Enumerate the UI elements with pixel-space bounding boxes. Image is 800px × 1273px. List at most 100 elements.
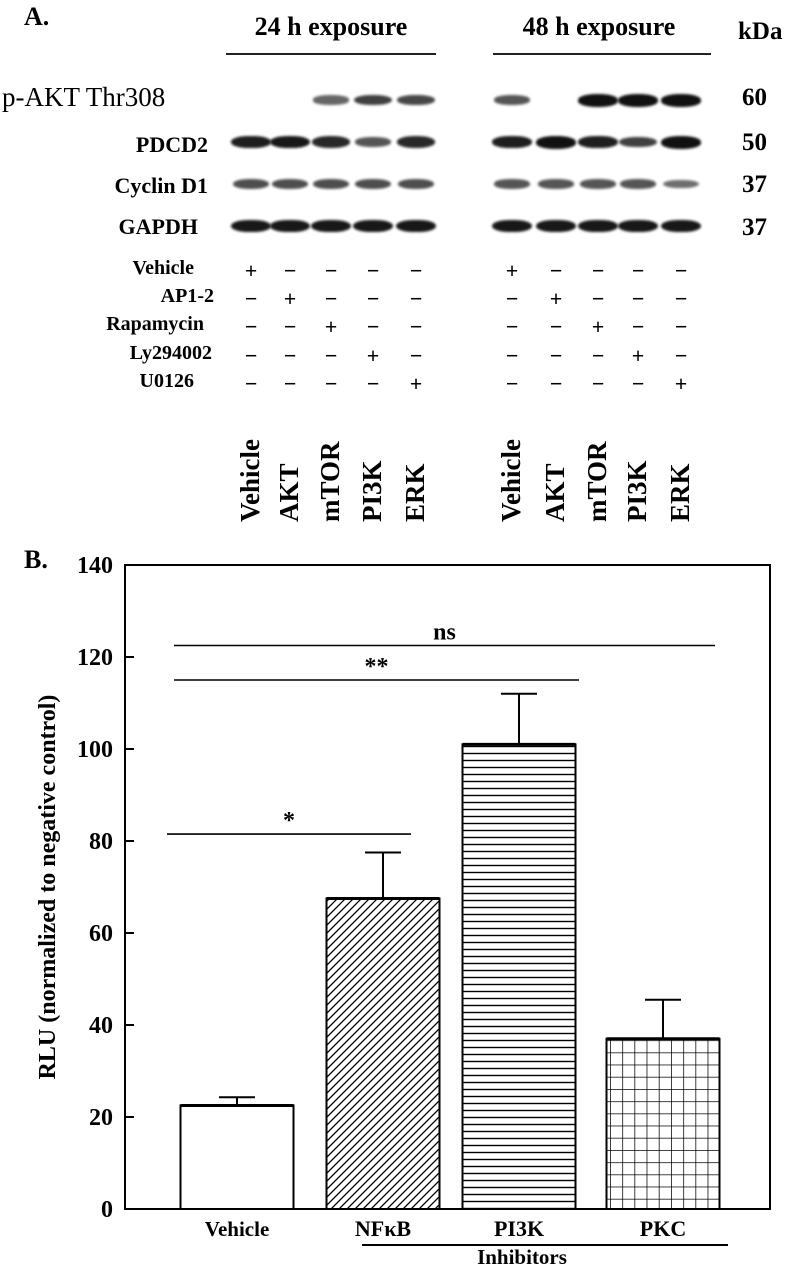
- y-tick-label-20: 20: [89, 1105, 113, 1131]
- header-48h: 48 h exposure: [522, 12, 676, 41]
- sign-rapamycin-lane-3: +: [324, 314, 338, 339]
- band-pdcd2-lane-8: [578, 135, 618, 149]
- bar-vehicle: [179, 1104, 295, 1210]
- lane-label-6: Vehicle: [496, 439, 526, 522]
- treatment-label-rapamycin: Rapamycin: [106, 313, 204, 335]
- sign-u0126-lane-6: −: [505, 371, 519, 396]
- sign-u0126-lane-2: −: [283, 371, 297, 396]
- lane-label-10: ERK: [665, 463, 695, 522]
- sign-vehicle-lane-8: −: [591, 258, 605, 283]
- sign-ap1-2-lane-3: −: [324, 286, 338, 311]
- band-gapdh-lane-2: [270, 219, 310, 233]
- bar-pkc: [605, 1037, 721, 1210]
- band-p-akt-thr308-lane-3: [313, 95, 349, 105]
- x-tick-label-2: NFκB: [355, 1216, 412, 1241]
- y-axis-label: RLU (normalized to negative control): [35, 695, 61, 1080]
- band-p-akt-thr308-lane-8: [578, 93, 618, 107]
- header-48h-line: [493, 53, 711, 55]
- band-cyclin-d1-lane-5: [397, 178, 435, 190]
- x-tick-label-4: PKC: [640, 1216, 686, 1241]
- treatment-label-ap1-2: AP1-2: [160, 285, 214, 307]
- x-tick-label-1: Vehicle: [205, 1217, 270, 1241]
- y-tick-label-40: 40: [89, 1013, 113, 1039]
- significance-label-2: **: [365, 654, 389, 680]
- sign-u0126-lane-5: +: [409, 371, 423, 396]
- band-gapdh-lane-9: [618, 219, 658, 233]
- treatment-label-ly294002: Ly294002: [129, 342, 212, 364]
- plot-frame: [124, 564, 771, 1210]
- lane-label-2: AKT: [274, 463, 304, 522]
- band-cyclin-d1-lane-8: [579, 179, 617, 189]
- sign-ly294002-lane-3: −: [324, 343, 338, 368]
- band-gapdh-lane-3: [311, 219, 351, 233]
- treatment-matrix: + − − − − + − − − − − + − − − − + − − − − − + − − − − + − − − − − + − − − − + −…: [0, 0, 800, 400]
- lane-label-1: Vehicle: [235, 439, 265, 522]
- band-pdcd2-lane-3: [311, 136, 351, 148]
- significance-label-1: *: [283, 808, 295, 834]
- sign-vehicle-lane-4: −: [366, 258, 380, 283]
- band-gapdh-lane-1: [231, 219, 271, 233]
- sign-u0126-lane-1: −: [244, 371, 258, 396]
- kda-pdcd2: 50: [742, 129, 767, 156]
- sign-ap1-2-lane-4: −: [366, 286, 380, 311]
- band-pdcd2-lane-2: [270, 135, 310, 149]
- lane-label-7: AKT: [540, 463, 570, 522]
- header-24h: 24 h exposure: [254, 12, 408, 41]
- x-tick-label-3: PI3K: [494, 1216, 544, 1241]
- row-label-gapdh: GAPDH: [118, 214, 198, 239]
- band-gapdh-lane-5: [396, 219, 436, 233]
- sign-u0126-lane-3: −: [324, 371, 338, 396]
- sign-vehicle-lane-9: −: [631, 258, 645, 283]
- sign-ap1-2-lane-7: +: [549, 286, 563, 311]
- band-gapdh-lane-6: [492, 219, 532, 233]
- sign-vehicle-lane-1: +: [244, 258, 258, 283]
- y-tick-label-140: 140: [77, 553, 113, 579]
- band-pdcd2-lane-7: [536, 135, 576, 149]
- y-tick-label-0: 0: [101, 1197, 113, 1223]
- band-gapdh-lane-10: [661, 219, 701, 233]
- sign-rapamycin-lane-4: −: [366, 314, 380, 339]
- lane-label-4: PI3K: [357, 460, 387, 522]
- band-p-akt-thr308-lane-6: [493, 95, 531, 105]
- band-cyclin-d1-lane-1: [232, 178, 270, 190]
- sign-rapamycin-lane-6: −: [505, 314, 519, 339]
- band-p-akt-thr308-lane-9: [618, 93, 658, 107]
- sign-ap1-2-lane-8: −: [591, 286, 605, 311]
- bar-nfκb: [325, 897, 441, 1210]
- western-blot: [0, 0, 800, 260]
- sign-ly294002-lane-6: −: [505, 343, 519, 368]
- row-label-cyclin-d1: Cyclin D1: [114, 173, 209, 198]
- header-24h-line: [226, 53, 436, 55]
- band-p-akt-thr308-lane-4: [354, 94, 392, 106]
- kda-header: kDa: [738, 18, 783, 45]
- band-cyclin-d1-lane-7: [537, 179, 575, 189]
- band-pdcd2-lane-10: [661, 135, 701, 149]
- treatment-label-u0126: U0126: [139, 370, 194, 392]
- band-cyclin-d1-lane-4: [354, 178, 392, 190]
- sign-rapamycin-lane-10: −: [674, 314, 688, 339]
- lane-label-9: PI3K: [622, 460, 652, 522]
- sign-ly294002-lane-2: −: [283, 343, 297, 368]
- sign-ly294002-lane-7: −: [549, 343, 563, 368]
- lane-labels: Vehicle AKT mTOR PI3K ERK Vehicle AKT mTOR PI3K E…: [0, 0, 800, 530]
- treatment-label-vehicle: Vehicle: [132, 257, 194, 279]
- kda-pakt: 60: [742, 84, 767, 111]
- y-tick-label-80: 80: [89, 829, 113, 855]
- sign-vehicle-lane-7: −: [549, 258, 563, 283]
- sign-rapamycin-lane-2: −: [283, 314, 297, 339]
- sign-u0126-lane-9: −: [631, 371, 645, 396]
- sign-u0126-lane-4: −: [366, 371, 380, 396]
- sign-vehicle-lane-5: −: [409, 258, 423, 283]
- y-tick-label-100: 100: [77, 737, 113, 763]
- sign-ly294002-lane-1: −: [244, 343, 258, 368]
- sign-ly294002-lane-5: −: [409, 343, 423, 368]
- kda-gapdh: 37: [742, 214, 767, 241]
- sign-u0126-lane-7: −: [549, 371, 563, 396]
- sign-ap1-2-lane-10: −: [674, 286, 688, 311]
- band-pdcd2-lane-5: [396, 136, 436, 148]
- lane-label-8: mTOR: [582, 441, 612, 522]
- band-cyclin-d1-lane-3: [312, 178, 350, 190]
- significance-label-3: ns: [433, 620, 456, 646]
- sign-ap1-2-lane-2: +: [283, 286, 297, 311]
- panel-a-label: A.: [24, 2, 50, 31]
